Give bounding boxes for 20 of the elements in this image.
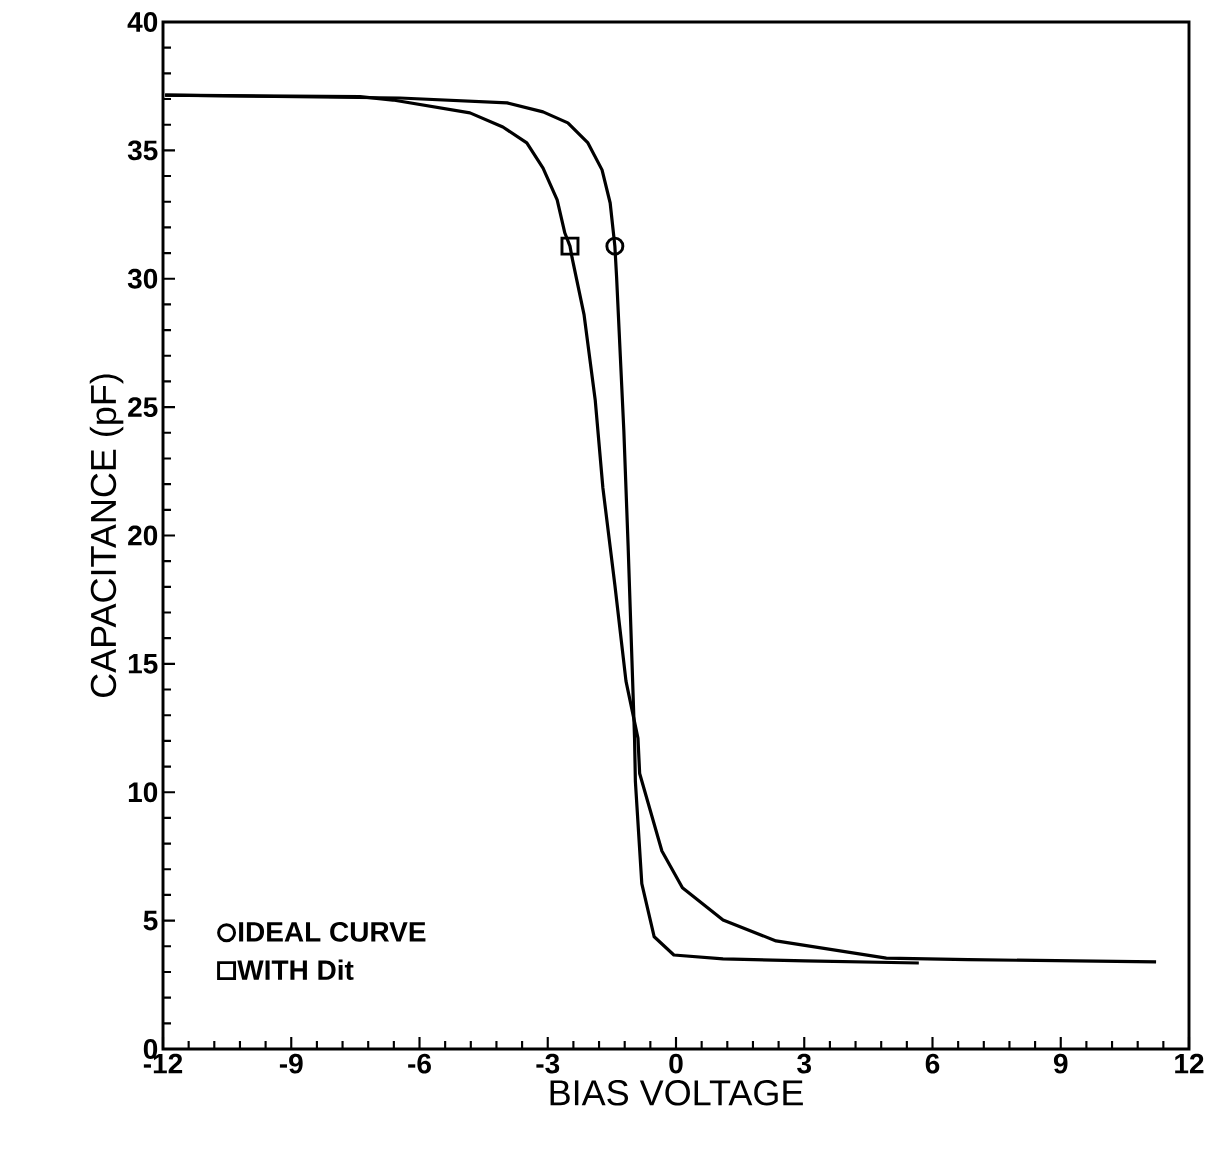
y-tick-label: 10 xyxy=(128,782,158,803)
x-tick-label: 3 xyxy=(797,1053,812,1074)
y-tick-label: 20 xyxy=(128,525,158,546)
legend-label: WITH Dit xyxy=(237,959,354,981)
x-tick-label: -9 xyxy=(279,1053,303,1074)
y-tick-label: 25 xyxy=(128,397,158,418)
y-tick-label: 40 xyxy=(127,12,158,32)
y-axis-title: CAPACITANCE (pF) xyxy=(89,374,124,698)
y-tick-label: 35 xyxy=(127,140,158,161)
x-tick-label: -6 xyxy=(408,1053,431,1074)
x-tick-label: 9 xyxy=(1053,1053,1068,1074)
y-tick-label: 30 xyxy=(127,268,158,289)
x-axis-title: BIAS VOLTAGE xyxy=(550,1080,803,1106)
x-tick-label: 0 xyxy=(669,1053,683,1074)
x-tick-label: 12 xyxy=(1175,1053,1204,1074)
y-tick-label: 15 xyxy=(128,654,158,674)
x-tick-label: -3 xyxy=(536,1053,560,1074)
x-tick-label: 6 xyxy=(925,1053,940,1074)
y-tick-label: 5 xyxy=(143,910,158,931)
legend-label: IDEAL CURVE xyxy=(239,921,426,942)
